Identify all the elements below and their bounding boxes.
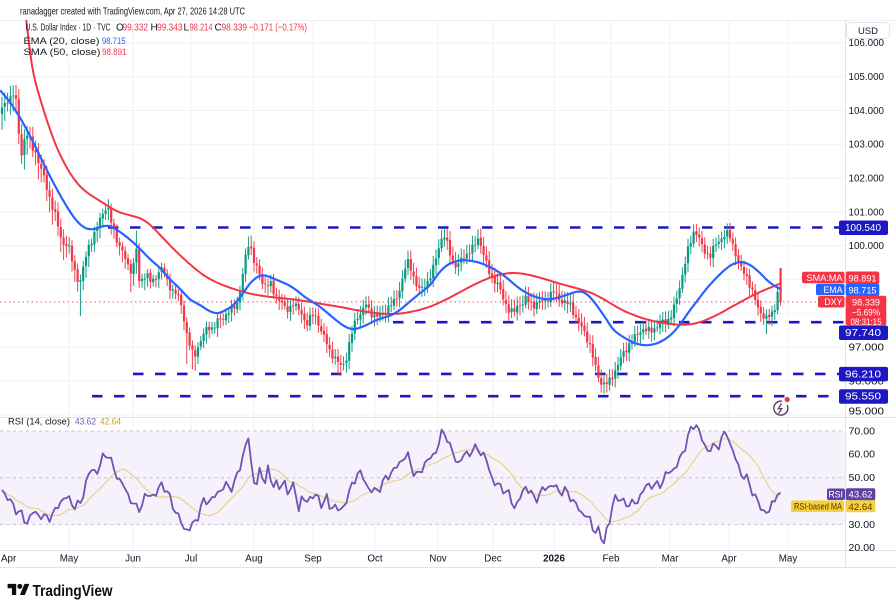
svg-text:98.339: 98.339 bbox=[852, 297, 880, 308]
svg-text:2026: 2026 bbox=[543, 554, 565, 565]
svg-text:105.000: 105.000 bbox=[849, 72, 885, 83]
svg-text:103.000: 103.000 bbox=[849, 140, 885, 151]
svg-text:98.339: 98.339 bbox=[222, 23, 248, 34]
svg-text:98.891: 98.891 bbox=[849, 273, 877, 284]
svg-text:Apr: Apr bbox=[721, 554, 737, 565]
svg-text:106.000: 106.000 bbox=[849, 38, 885, 49]
svg-text:Oct: Oct bbox=[367, 554, 383, 565]
svg-text:Jun: Jun bbox=[125, 554, 141, 565]
svg-text:98.891: 98.891 bbox=[102, 47, 127, 58]
svg-text:98.715: 98.715 bbox=[102, 36, 126, 47]
svg-text:−5.69%: −5.69% bbox=[852, 307, 880, 317]
svg-text:RSI (14, close): RSI (14, close) bbox=[8, 417, 70, 428]
svg-text:Apr: Apr bbox=[1, 554, 17, 565]
svg-text:Nov: Nov bbox=[429, 554, 447, 565]
svg-text:RSI-based MA: RSI-based MA bbox=[794, 502, 842, 512]
svg-text:97.000: 97.000 bbox=[849, 342, 885, 353]
svg-text:102.000: 102.000 bbox=[849, 173, 885, 184]
svg-text:98.715: 98.715 bbox=[849, 285, 877, 296]
svg-text:96.000: 96.000 bbox=[849, 376, 885, 387]
svg-text:EMA: EMA bbox=[823, 285, 842, 295]
svg-text:95.550: 95.550 bbox=[845, 392, 882, 403]
svg-text:TradingView: TradingView bbox=[33, 583, 114, 600]
svg-text:ranadagger created with Tradin: ranadagger created with TradingView.com,… bbox=[20, 6, 245, 18]
svg-text:Aug: Aug bbox=[245, 554, 262, 565]
svg-text:43.62: 43.62 bbox=[849, 490, 873, 501]
svg-text:70.00: 70.00 bbox=[849, 426, 876, 437]
svg-text:Mar: Mar bbox=[662, 554, 680, 565]
svg-text:DXY: DXY bbox=[824, 297, 842, 307]
svg-text:USD: USD bbox=[858, 26, 878, 37]
svg-text:May: May bbox=[779, 554, 798, 565]
svg-text:30.00: 30.00 bbox=[849, 520, 876, 531]
svg-text:50.00: 50.00 bbox=[849, 473, 876, 484]
svg-text:99.332: 99.332 bbox=[123, 23, 149, 34]
svg-text:08:31:15: 08:31:15 bbox=[851, 317, 882, 327]
svg-text:Dec: Dec bbox=[484, 554, 502, 565]
svg-text:20.00: 20.00 bbox=[849, 543, 876, 554]
svg-text:98.214: 98.214 bbox=[190, 23, 213, 34]
svg-text:99.343: 99.343 bbox=[157, 23, 183, 34]
svg-text:−0.171 (−0.17%): −0.171 (−0.17%) bbox=[249, 23, 307, 34]
svg-text:104.000: 104.000 bbox=[849, 106, 885, 117]
svg-text:101.000: 101.000 bbox=[849, 207, 885, 218]
svg-text:97.740: 97.740 bbox=[845, 328, 882, 339]
svg-text:43.62: 43.62 bbox=[75, 417, 96, 428]
svg-text:100.540: 100.540 bbox=[845, 223, 882, 234]
svg-text:42.64: 42.64 bbox=[100, 417, 121, 428]
svg-text:RSI: RSI bbox=[828, 489, 843, 499]
svg-text:L: L bbox=[184, 23, 190, 34]
svg-text:EMA (20, close): EMA (20, close) bbox=[24, 36, 100, 47]
svg-text:100.000: 100.000 bbox=[849, 241, 885, 252]
svg-text:Sep: Sep bbox=[304, 554, 322, 565]
svg-text:SMA (50, close): SMA (50, close) bbox=[24, 47, 101, 58]
svg-text:H: H bbox=[151, 23, 158, 34]
svg-text:Feb: Feb bbox=[603, 554, 620, 565]
svg-text:Jul: Jul bbox=[185, 554, 198, 565]
svg-text:O: O bbox=[116, 23, 124, 34]
svg-text:60.00: 60.00 bbox=[849, 450, 876, 461]
svg-text:95.000: 95.000 bbox=[849, 406, 885, 417]
svg-text:SMA:MA: SMA:MA bbox=[807, 273, 843, 283]
svg-text:96.210: 96.210 bbox=[845, 369, 882, 380]
svg-text:42.64: 42.64 bbox=[849, 502, 873, 513]
svg-text:May: May bbox=[60, 554, 79, 565]
svg-text:C: C bbox=[215, 23, 222, 34]
svg-text:U.S. Dollar Index · 1D · TVC: U.S. Dollar Index · 1D · TVC bbox=[26, 23, 111, 34]
